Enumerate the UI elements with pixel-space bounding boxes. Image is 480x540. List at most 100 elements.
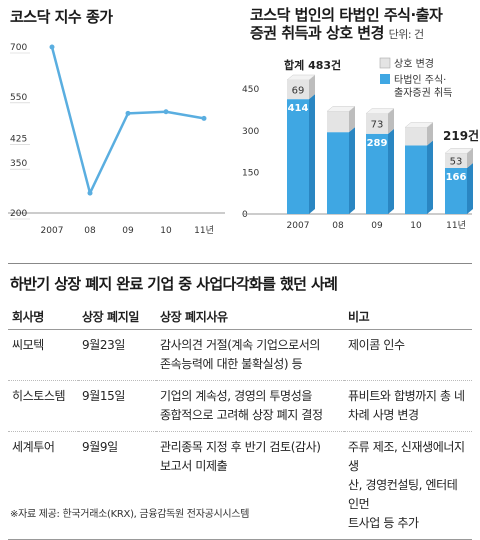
y-tick-label: 425 <box>10 134 27 144</box>
x-tick-label: 08 <box>332 221 344 231</box>
table-row: 히스토스템 9월15일 기업의 계속성, 경영의 투명성을 종합적으로 고려해 … <box>8 380 472 432</box>
note-line: 퓨비트와 합병까지 총 네 <box>348 389 465 403</box>
index-point <box>125 110 131 116</box>
reason-line: 보고서 미제출 <box>160 459 228 473</box>
name-change-bar-side <box>388 108 394 134</box>
y-tick-label: 200 <box>10 209 27 219</box>
acquisition-data-label: 166 <box>446 172 467 183</box>
name-change-bar <box>366 113 388 134</box>
note-line: 차례 사명 변경 <box>348 408 419 422</box>
index-point <box>201 115 207 121</box>
table-title: 하반기 상장 폐지 완료 기업 중 사업다각화를 했던 사례 <box>10 275 338 293</box>
index-point <box>49 44 55 50</box>
acquisition-bar <box>445 167 467 214</box>
source-note: ※자료 제공: 한국거래소(KRX), 금융감독원 전자공시시스템 <box>10 509 250 520</box>
kosdaq-index-line-chart: 700 550 425 350 200 2007 08 09 10 11년 <box>8 43 225 236</box>
cell-date: 9월23일 <box>78 329 156 381</box>
table-row: 세계투어 9월9일 관리종목 지정 후 반기 검토(감사) 보고서 미제출 주류… <box>8 431 472 540</box>
note-line: 트사업 등 추가 <box>348 516 419 530</box>
delisting-cases-table: 회사명 상장 폐지일 상장 폐지사유 비고 씨모텍 9월23일 감사의견 거절(… <box>8 303 472 540</box>
header-company: 회사명 <box>8 303 78 330</box>
acquisition-bar <box>405 145 427 214</box>
cell-reason: 감사의견 거절(계속 기업으로서의 존속능력에 대한 불확실성) 등 <box>156 329 344 381</box>
acquisition-bar-side <box>349 127 355 214</box>
name-change-bar-side <box>427 122 433 146</box>
acquisition-bar-side <box>388 128 394 214</box>
table-header-row: 회사명 상장 폐지일 상장 폐지사유 비고 <box>8 303 472 330</box>
reason-line: 감사의견 거절(계속 기업으로서의 <box>160 338 321 352</box>
reason-line: 존속능력에 대한 불확실성) 등 <box>160 357 303 371</box>
acquisition-bar-chart: 0 150 300 450 2007 414 69 08 09 289 73 10 11년 166 53 합계… <box>242 57 479 231</box>
x-tick-label: 11년 <box>194 225 214 236</box>
legend-swatch-acquisition <box>380 74 390 84</box>
cell-reason: 관리종목 지정 후 반기 검토(감사) 보고서 미제출 <box>156 431 344 540</box>
reason-line: 종합적으로 고려해 상장 폐지 결정 <box>160 408 323 422</box>
x-tick-label: 11년 <box>446 220 466 231</box>
cell-date: 9월9일 <box>78 431 156 540</box>
last-total-label: 219건 <box>443 128 479 143</box>
y-tick-label: 0 <box>242 210 248 220</box>
legend-label-acquisition-2: 출자증권 취득 <box>394 87 452 99</box>
x-tick-label: 09 <box>122 226 134 236</box>
x-tick-label: 08 <box>84 226 96 236</box>
y-tick-label: 350 <box>10 159 27 169</box>
section-divider <box>8 263 472 264</box>
acquisition-bar <box>287 99 309 214</box>
name-change-bar <box>445 153 467 168</box>
x-tick-label: 2007 <box>41 226 64 236</box>
x-tick-label: 10 <box>160 226 172 236</box>
acquisition-bar-side <box>309 94 315 214</box>
name-change-data-label: 69 <box>292 86 305 97</box>
legend-label-name-change: 상호 변경 <box>394 57 434 70</box>
index-point <box>87 190 93 196</box>
x-tick-label: 10 <box>410 221 422 231</box>
legend-label-acquisition-1: 타법인 주식· <box>394 74 446 86</box>
legend-swatch-name-change <box>379 57 391 69</box>
cell-reason: 기업의 계속성, 경영의 투명성을 종합적으로 고려해 상장 폐지 결정 <box>156 380 344 432</box>
acquisition-bar <box>366 133 388 214</box>
acquisition-bar-side <box>467 162 473 214</box>
acquisition-bar-side <box>427 140 433 214</box>
note-line: 주류 제조, 신재생에너지 생 <box>348 440 465 473</box>
x-tick-label: 09 <box>371 221 383 231</box>
index-point <box>163 109 169 115</box>
acquisition-bar <box>327 132 349 214</box>
table-row: 씨모텍 9월23일 감사의견 거절(계속 기업으로서의 존속능력에 대한 불확실… <box>8 329 472 381</box>
reason-line: 기업의 계속성, 경영의 투명성을 <box>160 389 312 403</box>
x-tick-label: 2007 <box>287 221 310 231</box>
note-line: 산, 경영컨설팅, 엔터테인먼 <box>348 478 458 511</box>
note-line: 제이콤 인수 <box>348 338 405 352</box>
name-change-bar-side <box>309 75 315 100</box>
index-series-line <box>50 46 205 195</box>
cell-date: 9월15일 <box>78 380 156 432</box>
cell-note: 주류 제조, 신재생에너지 생 산, 경영컨설팅, 엔터테인먼 트사업 등 추가 <box>344 431 472 540</box>
reason-line: 관리종목 지정 후 반기 검토(감사) <box>160 440 321 454</box>
right-chart-title-line2: 증권 취득과 상호 변경 단위: 건 <box>250 24 424 44</box>
total-label: 합계 483건 <box>284 58 341 72</box>
name-change-bar-side <box>349 106 355 133</box>
name-change-bar <box>405 127 427 146</box>
cell-company: 히스토스템 <box>8 380 78 432</box>
right-chart-title-line1: 코스닥 법인의 타법인 주식·출자 <box>250 6 443 24</box>
name-change-data-label: 53 <box>450 157 463 168</box>
cell-company: 세계투어 <box>8 431 78 540</box>
y-tick-label: 300 <box>242 127 259 137</box>
right-chart-unit: 단위: 건 <box>388 28 425 41</box>
cell-note: 제이콤 인수 <box>344 329 472 381</box>
y-tick-label: 450 <box>242 85 259 95</box>
name-change-bar-side <box>467 148 473 168</box>
right-chart-title-text: 증권 취득과 상호 변경 <box>250 24 384 42</box>
acquisition-data-label: 414 <box>288 103 309 114</box>
name-change-bar <box>287 80 309 100</box>
acquisition-data-label: 289 <box>367 138 388 149</box>
y-tick-label: 700 <box>10 43 27 53</box>
name-change-data-label: 73 <box>371 120 384 131</box>
cell-note: 퓨비트와 합병까지 총 네 차례 사명 변경 <box>344 380 472 432</box>
y-tick-label: 550 <box>10 93 27 103</box>
name-change-bar <box>327 111 349 133</box>
header-date: 상장 폐지일 <box>78 303 156 330</box>
header-note: 비고 <box>344 303 472 330</box>
header-reason: 상장 폐지사유 <box>156 303 344 330</box>
y-tick-label: 150 <box>242 168 259 178</box>
cell-company: 씨모텍 <box>8 329 78 381</box>
